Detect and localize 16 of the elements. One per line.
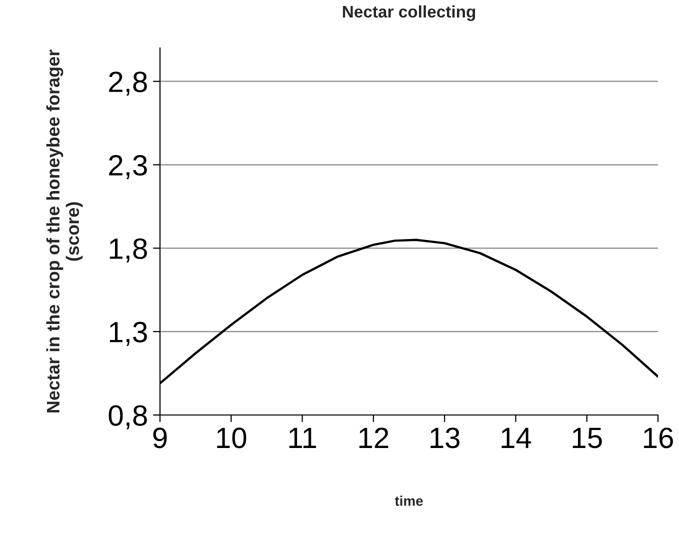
x-tick-label: 14 bbox=[502, 428, 532, 448]
x-tick-label: 9 bbox=[153, 428, 167, 448]
y-tick-label: 1,8 bbox=[110, 238, 147, 262]
x-tick-label: 10 bbox=[217, 428, 246, 448]
y-tick-label: 2,3 bbox=[109, 154, 147, 180]
x-tick-label: 13 bbox=[430, 428, 460, 448]
x-axis-title: time bbox=[394, 496, 423, 506]
y-axis-title: Nectar in the crop of the honeybee forager (score) bbox=[46, 50, 83, 412]
x-tick-label: 11 bbox=[289, 428, 316, 448]
chart-title: Nectar collecting bbox=[342, 5, 476, 21]
x-tick-label: 12 bbox=[359, 428, 388, 448]
x-tick-label: 16 bbox=[644, 428, 673, 448]
y-tick-label: 0,8 bbox=[108, 405, 147, 430]
y-tick-label: 2,8 bbox=[109, 72, 147, 96]
y-tick-label: 1,3 bbox=[110, 322, 147, 346]
x-tick-label: 15 bbox=[572, 428, 602, 448]
